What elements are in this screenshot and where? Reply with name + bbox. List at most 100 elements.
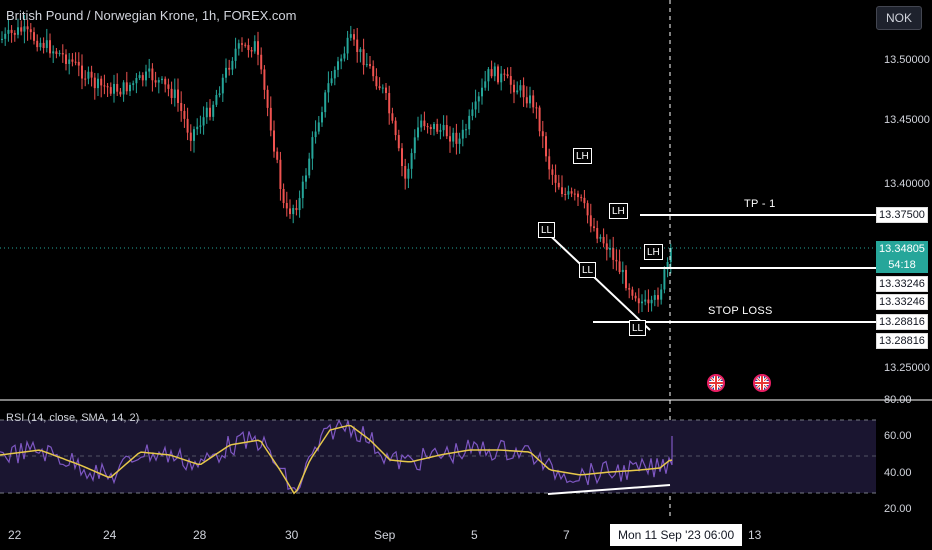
uk-flag-event-icon[interactable]: [707, 374, 725, 392]
stop-loss-label: STOP LOSS: [708, 305, 773, 317]
candle-body: [369, 64, 371, 67]
rsi-line: [0, 419, 673, 493]
candle-body: [404, 166, 407, 179]
candle-body: [237, 43, 240, 49]
candle-body: [314, 131, 317, 138]
candle-body: [439, 130, 442, 132]
uk-flag-event-icon[interactable]: [753, 374, 771, 392]
candle-body: [58, 53, 61, 55]
tp-price-tag: 13.37500: [876, 207, 928, 223]
candle-body: [138, 75, 141, 79]
candle-body: [218, 93, 221, 96]
candle-body: [625, 269, 627, 289]
candle-body: [282, 189, 285, 203]
candle-body: [641, 301, 643, 304]
candle-body: [394, 120, 397, 136]
candle-body: [119, 91, 122, 95]
candle-body: [525, 97, 528, 104]
candle-body: [644, 299, 647, 302]
candle-body: [545, 136, 547, 157]
candle-body: [423, 120, 426, 127]
chart-title: British Pound / Norwegian Krone, 1h, FOR…: [6, 8, 297, 23]
candle-body: [353, 34, 355, 40]
candle-body: [445, 125, 448, 137]
candle-body: [209, 107, 211, 117]
candle-body: [317, 122, 320, 132]
candle-body: [292, 207, 295, 215]
candle-body: [263, 69, 266, 90]
candle-body: [653, 295, 656, 300]
candle-body: [4, 33, 7, 39]
rsi-tick: 40.00: [884, 467, 912, 479]
candle-body: [487, 69, 490, 82]
time-tick: 5: [471, 528, 478, 542]
rsi-indicator-label[interactable]: RSI (14, close, SMA, 14, 2): [6, 412, 140, 424]
candle-body: [388, 93, 391, 114]
candle-body: [202, 117, 205, 126]
candle-body: [170, 88, 173, 98]
candle-body: [516, 90, 519, 93]
candle-body: [273, 130, 275, 152]
candle-body: [231, 60, 234, 70]
candle-body: [631, 289, 634, 296]
candle-body: [23, 26, 26, 32]
candle-body: [157, 80, 160, 83]
candle-body: [87, 71, 90, 79]
pivot-lh: LH: [573, 148, 592, 164]
candle-body: [330, 78, 333, 84]
candle-body: [276, 151, 279, 160]
candle-body: [385, 87, 387, 94]
candle-body: [554, 174, 557, 183]
time-tick: 30: [285, 528, 299, 542]
candle-body: [602, 236, 605, 244]
candle-body: [327, 83, 330, 93]
candle-body: [564, 194, 567, 196]
candle-body: [74, 61, 77, 63]
rsi-tick: 60.00: [884, 430, 912, 442]
price-tick: 13.45000: [884, 114, 930, 126]
candle-body: [442, 125, 445, 131]
stop-loss-price-tag: 13.28816: [876, 333, 928, 349]
candle-body: [615, 259, 618, 262]
pivot-ll: LL: [579, 262, 597, 278]
candle-body: [529, 95, 531, 104]
candle-body: [55, 51, 58, 54]
candle-body: [164, 78, 167, 85]
candle-body: [167, 84, 170, 89]
candle-body: [61, 53, 64, 55]
candle-body: [225, 67, 227, 78]
candle-body: [257, 41, 259, 55]
candle-body: [183, 110, 186, 119]
candle-body: [506, 74, 509, 77]
candle-body: [500, 73, 503, 83]
candle-body: [141, 75, 144, 81]
candle-body: [628, 288, 631, 290]
candle-body: [161, 78, 163, 81]
candle-body: [570, 191, 573, 194]
candle-body: [90, 71, 93, 78]
candle-body: [378, 86, 381, 89]
candle-body: [10, 29, 13, 33]
candle-body: [522, 85, 525, 98]
candle-body: [7, 29, 10, 34]
pivot-ll: LL: [629, 320, 647, 336]
candle-body: [298, 198, 301, 211]
candle-body: [244, 44, 247, 46]
candle-body: [266, 89, 269, 108]
candle-body: [145, 71, 147, 81]
candle-body: [356, 39, 359, 52]
candle-body: [458, 138, 461, 144]
candle-body: [193, 129, 195, 141]
candle-body: [221, 77, 224, 94]
candle-body: [666, 261, 669, 270]
candle-body: [650, 299, 653, 304]
candle-body: [132, 83, 135, 85]
time-tick: 13: [748, 528, 762, 542]
candle-body: [474, 101, 477, 110]
candle-body: [532, 95, 535, 108]
currency-button[interactable]: NOK: [876, 6, 922, 30]
rsi-ma-line: [0, 424, 673, 495]
candle-body: [407, 168, 410, 179]
candle-body: [301, 181, 304, 199]
